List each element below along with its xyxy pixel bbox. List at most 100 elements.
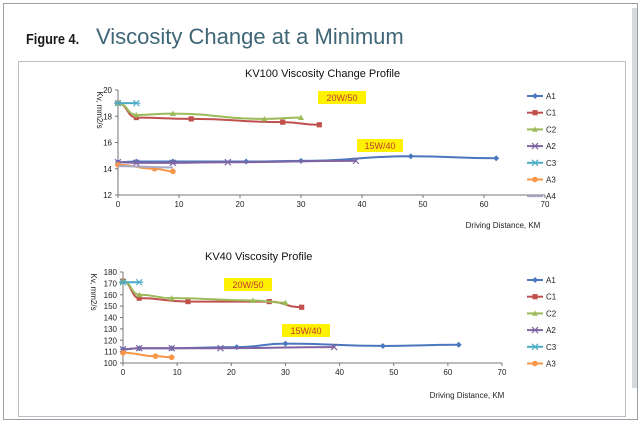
data-point <box>316 122 322 128</box>
data-point <box>407 153 414 160</box>
data-point <box>152 353 159 359</box>
legend: A1 C1 C2 A2 C3 A3 <box>527 276 557 369</box>
annotation-highlight <box>318 91 366 104</box>
legend-item-a2: A2 <box>527 142 556 151</box>
series-a2 <box>114 157 360 167</box>
y-tick-label: 120 <box>104 336 118 345</box>
x-tick-label: 70 <box>498 368 507 377</box>
legend-marker <box>531 142 539 150</box>
y-tick-label: 130 <box>104 325 118 334</box>
legend-item-a4: A4 <box>527 192 556 201</box>
series-a3 <box>120 349 175 361</box>
x-tick-label: 60 <box>443 368 452 377</box>
legend-label: C3 <box>546 159 557 168</box>
legend-label: A2 <box>546 326 556 335</box>
legend-label: C2 <box>546 309 557 318</box>
x-tick-label: 60 <box>480 200 489 209</box>
data-point <box>136 291 143 298</box>
figure-label: Figure 4. <box>26 31 80 48</box>
y-tick-label: 20 <box>103 86 112 95</box>
x-tick-label: 30 <box>297 200 306 209</box>
y-tick-label: 14 <box>103 165 112 174</box>
x-tick-label: 50 <box>389 368 398 377</box>
data-point <box>132 159 140 167</box>
legend-label: A3 <box>546 360 556 369</box>
data-point <box>135 344 143 352</box>
chart-panel <box>18 61 626 417</box>
legend-item-a1: A1 <box>527 92 556 101</box>
data-point <box>493 155 500 162</box>
data-point <box>132 99 141 107</box>
y-tick-label: 160 <box>104 291 118 300</box>
x-tick-label: 40 <box>358 200 367 209</box>
legend-marker <box>531 159 539 167</box>
data-point <box>330 343 338 351</box>
x-tick-label: 0 <box>116 200 121 209</box>
data-point <box>169 110 176 117</box>
data-point <box>280 119 286 125</box>
x-tick-label: 50 <box>419 200 428 209</box>
legend-marker <box>532 294 538 300</box>
x-tick-label: 10 <box>173 368 182 377</box>
series-line <box>117 159 356 164</box>
y-tick-label: 16 <box>103 139 112 148</box>
x-tick-label: 70 <box>541 200 550 209</box>
data-point <box>249 297 256 303</box>
data-point <box>119 278 127 286</box>
legend-marker <box>532 310 538 316</box>
data-point <box>114 99 122 107</box>
panel-shadow <box>632 8 637 388</box>
legend-item-c1: C1 <box>527 293 557 302</box>
legend-item-c2: C2 <box>527 309 557 318</box>
legend-item-c3: C3 <box>527 343 557 352</box>
data-point <box>298 114 304 120</box>
series-line <box>117 102 302 120</box>
data-point <box>217 344 224 352</box>
data-point <box>188 116 194 122</box>
annotation-label: 20W/50 <box>326 93 357 103</box>
legend-label: C1 <box>546 109 557 118</box>
data-point <box>185 298 191 305</box>
data-point <box>133 114 139 121</box>
x-tick-label: 20 <box>236 200 245 209</box>
data-point <box>379 342 386 349</box>
annotation-label: 15W/40 <box>290 326 321 336</box>
legend-marker <box>532 360 538 367</box>
figure-title: Viscosity Change at a Minimum <box>96 24 404 49</box>
legend-label: A3 <box>546 176 556 185</box>
x-tick-label: 10 <box>175 200 184 209</box>
series-c3 <box>114 99 141 107</box>
x-axis-label: Driving Distance, KM <box>466 221 541 230</box>
legend-label: A4 <box>546 192 556 201</box>
data-point <box>135 278 144 286</box>
data-point <box>169 159 177 167</box>
annotation-label: 15W/40 <box>364 141 395 151</box>
data-point <box>282 299 289 306</box>
data-point <box>133 111 140 118</box>
data-point <box>168 354 175 361</box>
data-point <box>455 341 462 348</box>
legend-marker <box>532 176 538 183</box>
legend-marker <box>532 93 538 99</box>
x-tick-label: 30 <box>281 368 290 377</box>
x-axis-label: Driving Distance, KM <box>430 391 505 400</box>
chart-1: KV100 Viscosity Change Profile 12 14 16 18 20… <box>95 68 557 230</box>
y-axis-label: Kv, mm2/s <box>89 273 98 310</box>
annotation-highlight <box>282 324 330 337</box>
y-tick-label: 140 <box>104 314 118 323</box>
x-tick-label: 20 <box>227 368 236 377</box>
y-tick-label: 12 <box>103 191 112 200</box>
legend-marker <box>531 326 539 334</box>
data-point <box>282 340 289 347</box>
legend-item-c1: C1 <box>527 109 557 118</box>
data-point <box>168 344 176 352</box>
y-tick-label: 170 <box>104 279 118 288</box>
chart-title: KV40 Viscosity Profile <box>205 251 312 263</box>
data-point <box>352 157 360 165</box>
series-a4 <box>117 165 173 169</box>
y-tick-label: 150 <box>104 302 118 311</box>
chart-title: KV100 Viscosity Change Profile <box>245 68 400 80</box>
annotation-highlight <box>357 139 403 152</box>
y-tick-label: 180 <box>104 268 118 277</box>
